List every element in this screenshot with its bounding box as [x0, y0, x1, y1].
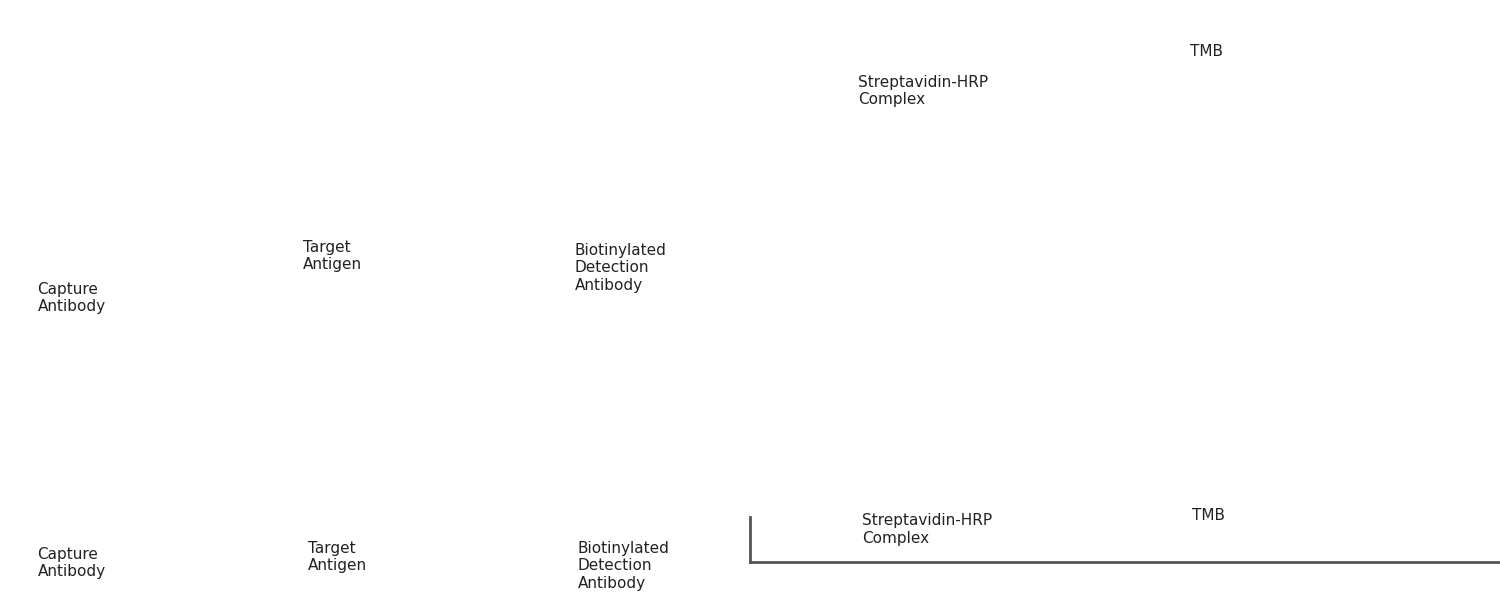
- Text: Biotinylated
Detection
Antibody: Biotinylated Detection Antibody: [574, 243, 666, 293]
- Text: Capture
Antibody: Capture Antibody: [38, 282, 105, 314]
- Text: Target
Antigen: Target Antigen: [308, 541, 366, 573]
- Text: Streptavidin-HRP
Complex: Streptavidin-HRP Complex: [862, 514, 993, 546]
- Text: TMB: TMB: [1190, 44, 1222, 59]
- Text: TMB: TMB: [1192, 508, 1225, 523]
- Text: Biotinylated
Detection
Antibody: Biotinylated Detection Antibody: [578, 541, 669, 591]
- Text: Target
Antigen: Target Antigen: [303, 240, 362, 272]
- Text: Capture
Antibody: Capture Antibody: [38, 547, 105, 580]
- Text: Streptavidin-HRP
Complex: Streptavidin-HRP Complex: [858, 75, 988, 107]
